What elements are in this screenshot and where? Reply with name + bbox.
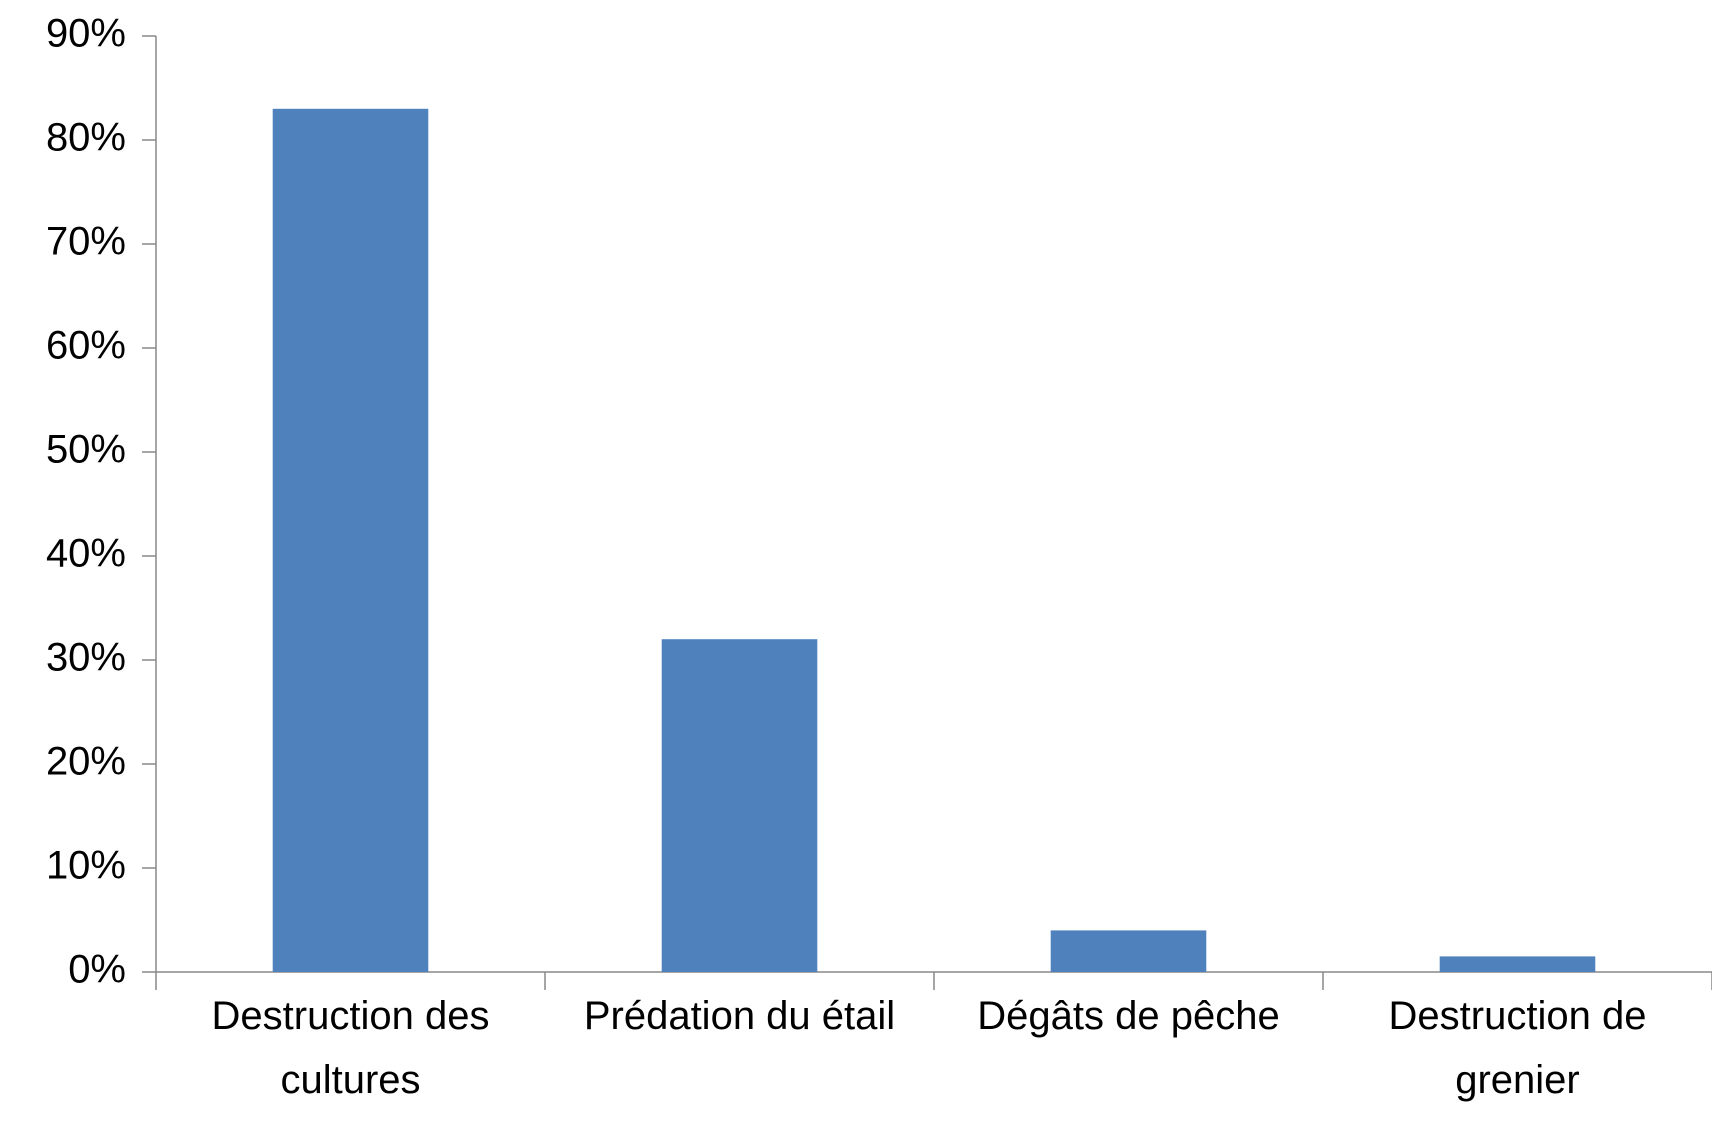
- y-tick-label: 40%: [46, 532, 126, 576]
- bar: [1050, 930, 1207, 972]
- y-tick-label: 0%: [68, 948, 126, 992]
- y-tick-label: 50%: [46, 428, 126, 472]
- x-tick-label: Destruction de grenier: [1388, 994, 1647, 1102]
- y-tick-label: 20%: [46, 740, 126, 784]
- y-tick-label: 30%: [46, 636, 126, 680]
- x-tick-label: Prédation du étail: [583, 994, 896, 1038]
- y-tick-label: 60%: [46, 324, 126, 368]
- y-tick-label: 80%: [46, 116, 126, 160]
- y-tick-label: 10%: [46, 844, 126, 888]
- y-tick-label: 70%: [46, 220, 126, 264]
- bar: [1439, 956, 1596, 972]
- x-tick-label: Dégâts de pêche: [977, 994, 1280, 1038]
- x-tick-label: Destruction des cultures: [211, 994, 490, 1102]
- bar: [272, 108, 429, 973]
- y-tick-label: 90%: [46, 12, 126, 56]
- bar: [661, 639, 818, 972]
